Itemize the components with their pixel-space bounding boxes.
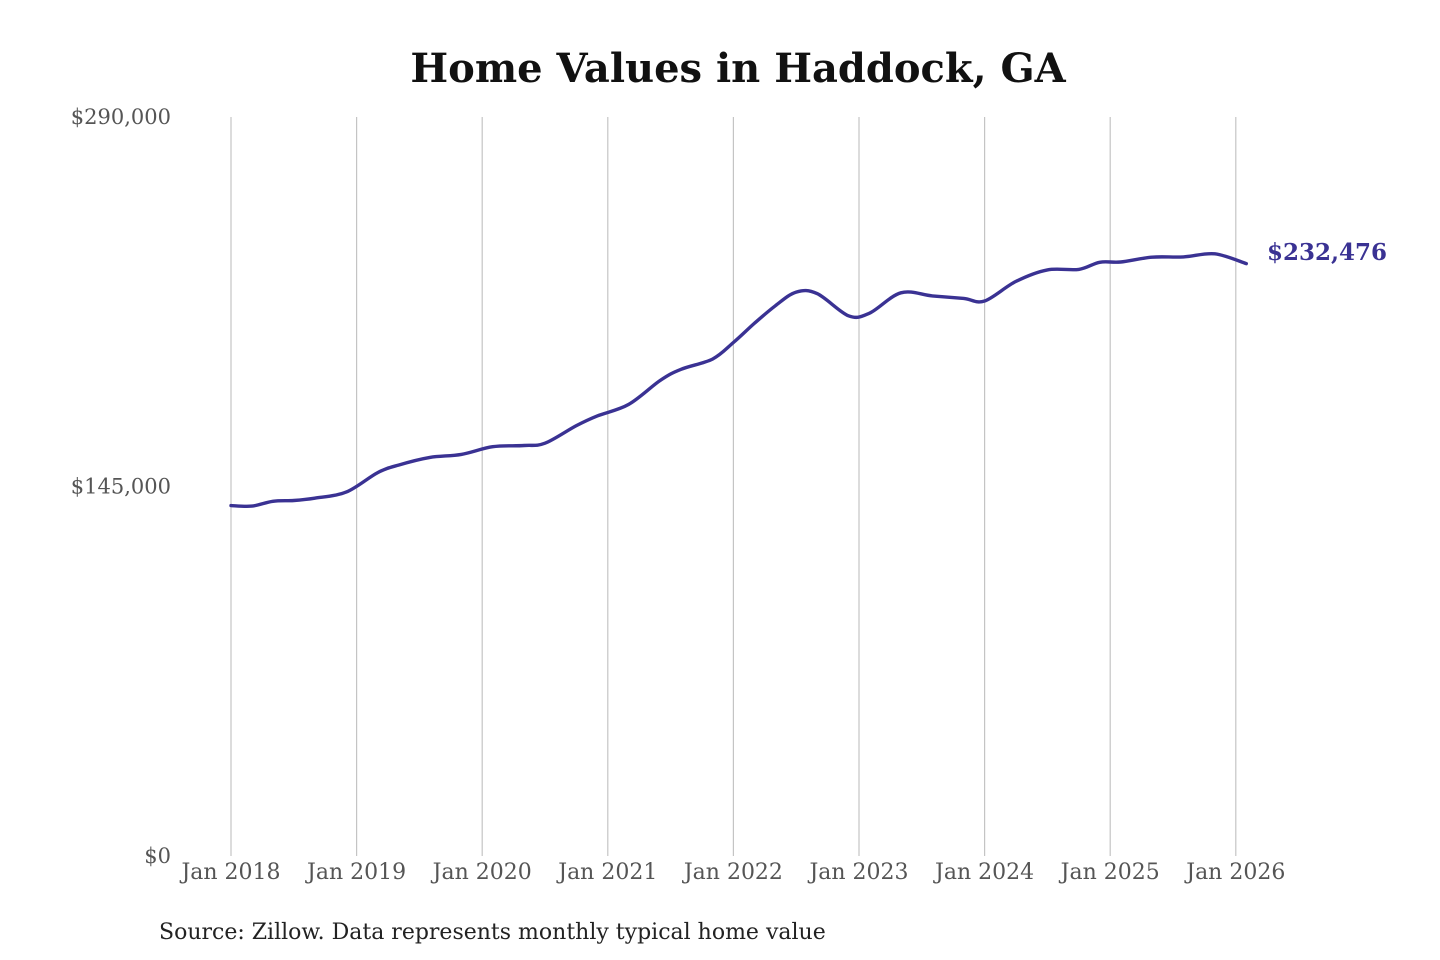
x-tick-label: Jan 2023 <box>807 860 908 885</box>
x-tick-label: Jan 2019 <box>305 860 406 885</box>
y-tick-label: $290,000 <box>71 105 171 129</box>
grid-lines <box>230 117 1237 856</box>
x-axis-ticks: Jan 2018 Jan 2019 Jan 2020 Jan 2021 Jan 2022… <box>179 860 1285 885</box>
x-tick-label: Jan 2022 <box>682 860 783 885</box>
y-axis-ticks: $0 $145,000 $290,000 <box>71 105 171 868</box>
series-line <box>229 251 1248 509</box>
x-tick-label: Jan 2020 <box>431 860 532 885</box>
end-value-label: $232,476 <box>1267 239 1387 266</box>
x-tick-label: Jan 2025 <box>1059 860 1160 885</box>
y-tick-label: $0 <box>144 844 171 868</box>
x-tick-label: Jan 2018 <box>179 860 280 885</box>
x-tick-label: Jan 2024 <box>933 860 1034 885</box>
x-tick-label: Jan 2021 <box>556 860 657 885</box>
y-tick-label: $145,000 <box>71 475 171 499</box>
x-tick-label: Jan 2026 <box>1184 860 1285 885</box>
chart-title: Home Values in Haddock, GA <box>410 45 1066 92</box>
source-note: Source: Zillow. Data represents monthly … <box>159 920 826 945</box>
